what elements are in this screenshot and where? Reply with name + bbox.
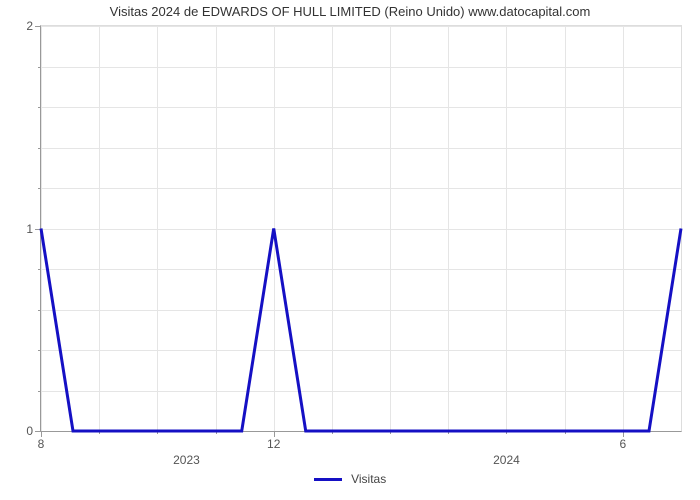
series-path — [41, 229, 681, 432]
x-tick-label: 8 — [38, 431, 45, 451]
chart-container: Visitas 2024 de EDWARDS OF HULL LIMITED … — [0, 0, 700, 500]
legend: Visitas — [0, 472, 700, 486]
legend-swatch — [314, 478, 342, 481]
x-tick-label: 12 — [267, 431, 280, 451]
x-tick-label: 6 — [619, 431, 626, 451]
line-series — [41, 26, 681, 431]
plot-area: 012812620232024 — [40, 25, 682, 432]
x-group-label: 2024 — [493, 431, 520, 467]
legend-label: Visitas — [351, 472, 386, 486]
x-group-label: 2023 — [173, 431, 200, 467]
chart-title: Visitas 2024 de EDWARDS OF HULL LIMITED … — [0, 4, 700, 19]
